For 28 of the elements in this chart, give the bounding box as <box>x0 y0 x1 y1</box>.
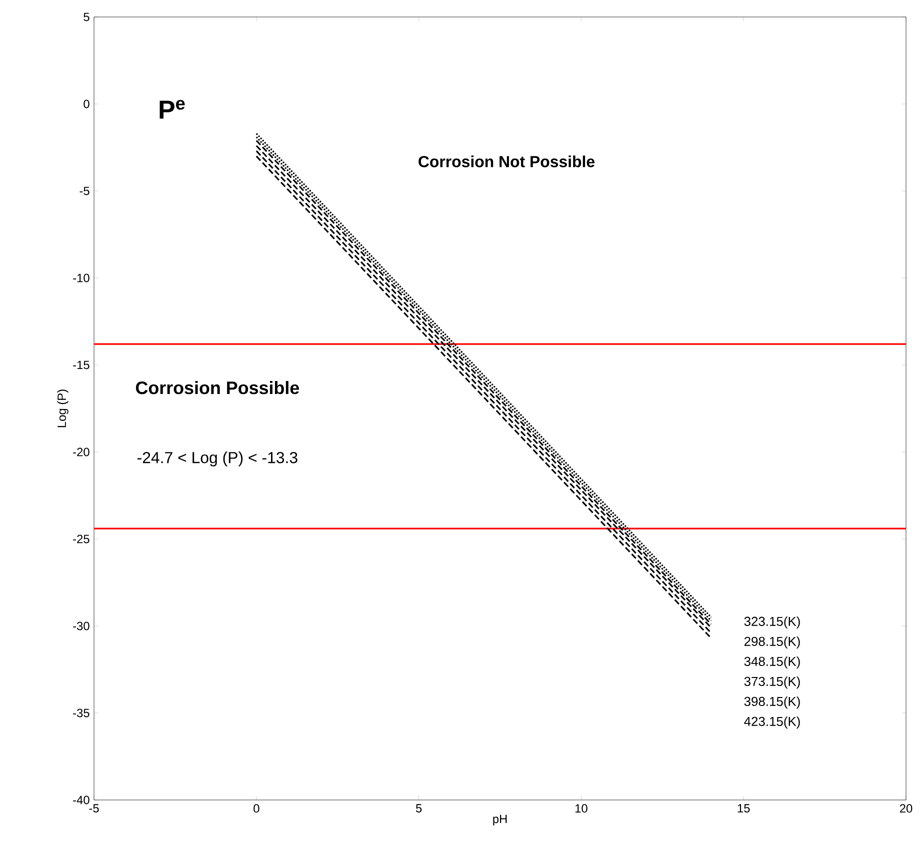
y-tick-label: -35 <box>73 708 90 718</box>
x-tick-label: 5 <box>416 804 422 812</box>
x-tick-label: -5 <box>89 804 99 812</box>
y-tick-label: 0 <box>84 100 90 108</box>
y-tick-label: -5 <box>80 186 90 196</box>
y-tick-label: -30 <box>73 622 90 630</box>
y-tick-label: -10 <box>73 274 90 282</box>
y-axis-title: Log (P) <box>57 390 68 428</box>
annotation: P$^{e}$ <box>160 100 185 119</box>
text: 323.15(K) <box>744 616 800 629</box>
y-tick-label: -25 <box>73 534 90 544</box>
y-tick-label: -40 <box>73 796 90 804</box>
x-axis-title: pH <box>493 814 507 826</box>
text: 298.15(K) <box>744 636 800 649</box>
annotation: Corrosion Possible <box>136 381 300 394</box>
text: 373.15(K) <box>744 676 800 689</box>
text: 348.15(K) <box>744 656 800 669</box>
annotation: -24.7 < Log (P) < -13.3 <box>138 452 298 466</box>
y-tick-label: 5 <box>84 12 90 22</box>
x-tick-label: 15 <box>738 804 750 812</box>
y-tick-label: -15 <box>73 360 90 370</box>
text: 398.15(K) <box>744 696 800 709</box>
y-tick-label: -20 <box>73 448 90 456</box>
text: 423.15(K) <box>744 716 800 729</box>
x-tick-label: 20 <box>900 804 912 813</box>
annotation: Corrosion Not Possible <box>418 156 595 168</box>
x-tick-label: 0 <box>254 804 260 813</box>
x-tick-label: 10 <box>575 804 588 813</box>
